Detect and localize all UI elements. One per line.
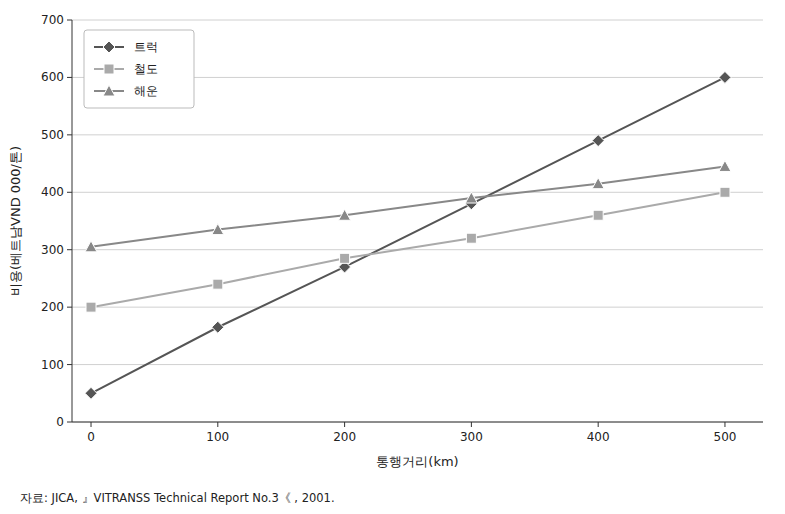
x-tick [598, 422, 599, 427]
point [592, 135, 604, 147]
y-tick [67, 307, 72, 308]
x-tick-label: 100 [206, 430, 229, 444]
x-tick [91, 422, 92, 427]
grid-line [72, 307, 763, 308]
y-tick-label: 500 [41, 128, 64, 142]
x-tick-label: 0 [87, 430, 95, 444]
y-tick [67, 20, 72, 21]
y-tick-label: 200 [41, 300, 64, 314]
x-tick-label: 400 [587, 430, 610, 444]
y-tick-label: 400 [41, 185, 64, 199]
x-axis-line [72, 422, 763, 423]
y-tick [67, 134, 72, 135]
point [85, 387, 97, 399]
grid-line [72, 364, 763, 365]
grid-line [72, 20, 763, 21]
point [212, 321, 224, 333]
x-tick-label: 200 [333, 430, 356, 444]
point [592, 178, 604, 189]
plot-area [85, 71, 731, 399]
series-line [91, 192, 725, 307]
x-axis-label: 통행거리(km) [376, 454, 458, 469]
x-tick [344, 422, 345, 427]
grid-line [72, 249, 763, 250]
series-line [91, 166, 725, 246]
legend-marker [103, 41, 115, 53]
y-tick-label: 0 [56, 415, 64, 429]
point [719, 160, 731, 171]
x-tick [217, 422, 218, 427]
y-tick [67, 422, 72, 423]
axes: 0 100 200 300 400 500 0 100 200 300 400 500 600 700 [41, 13, 763, 444]
y-tick [67, 77, 72, 78]
point [213, 279, 223, 289]
x-tick-label: 500 [714, 430, 737, 444]
series-line [91, 77, 725, 393]
grid [72, 20, 763, 422]
y-axis-line [72, 20, 73, 422]
x-tick [471, 422, 472, 427]
y-tick-label: 300 [41, 243, 64, 257]
point [339, 209, 351, 220]
x-tick [724, 422, 725, 427]
grid-line [72, 134, 763, 135]
y-tick-label: 100 [41, 358, 64, 372]
caption: 자료: JICA, 』VITRANSS Technical Report No.… [20, 491, 335, 505]
x-tick-label: 300 [460, 430, 483, 444]
point [212, 224, 224, 235]
grid-line [72, 192, 763, 193]
legend-box [84, 30, 194, 108]
legend-marker [103, 85, 115, 96]
grid-line [72, 422, 763, 423]
point [593, 210, 603, 220]
legend-marker [104, 64, 114, 74]
y-tick [67, 249, 72, 250]
legend-label: 트럭 [134, 40, 158, 54]
point [340, 253, 350, 263]
legend: 트럭철도해운 [84, 30, 194, 108]
y-tick-label: 600 [41, 70, 64, 84]
point [465, 192, 477, 203]
point [720, 187, 730, 197]
point [466, 233, 476, 243]
y-tick-label: 700 [41, 13, 64, 27]
point [719, 71, 731, 83]
chart: 0 100 200 300 400 500 0 100 200 300 400 500 600 700 통행… [0, 0, 785, 514]
y-tick [67, 192, 72, 193]
point [85, 241, 97, 252]
point [86, 302, 96, 312]
legend-label: 철도 [134, 62, 158, 76]
legend-label: 해운 [134, 84, 158, 98]
y-axis-label: 비용(베트남VND 000/톤) [8, 146, 23, 296]
y-tick [67, 364, 72, 365]
